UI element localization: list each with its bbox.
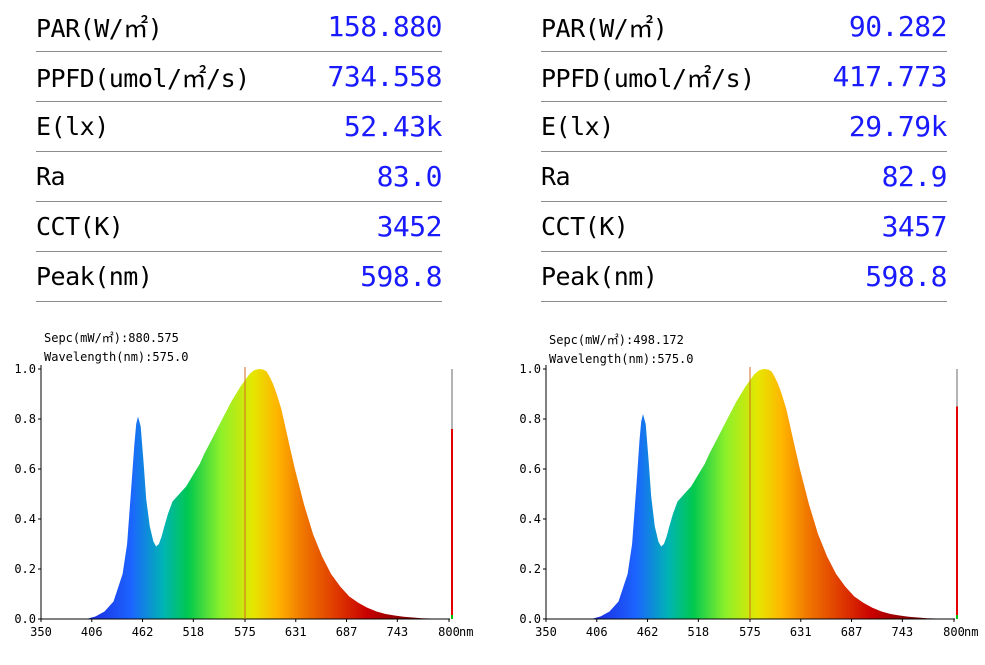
metric-label: E(lx) bbox=[36, 101, 301, 152]
metric-row-ppfd: PPFD(umol/㎡/s) 417.773 bbox=[541, 51, 947, 102]
x-tick-label: 518 bbox=[182, 625, 204, 639]
metric-label: CCT(K) bbox=[36, 201, 301, 252]
x-axis-unit-label: nm bbox=[459, 625, 473, 639]
metric-label: Ra bbox=[541, 151, 806, 202]
x-tick-label: 518 bbox=[687, 625, 709, 639]
metric-value: 734.558 bbox=[300, 51, 442, 102]
y-tick-label: 0.6 bbox=[519, 462, 541, 476]
metric-value: 83.0 bbox=[300, 151, 442, 202]
y-tick-label: 0.2 bbox=[519, 562, 541, 576]
metric-row-illuminance: E(lx) 29.79k bbox=[541, 101, 947, 152]
x-tick-label: 800 bbox=[943, 625, 965, 639]
metric-value: 598.8 bbox=[805, 251, 947, 302]
metric-row-ra: Ra 83.0 bbox=[36, 151, 442, 202]
metrics-table: PAR(W/㎡) 158.880 PPFD(umol/㎡/s) 734.558 … bbox=[36, 2, 442, 302]
spectrum-chart[interactable]: Sepc(mW/㎡):498.172 Wavelength(nm):575.0 … bbox=[505, 325, 978, 645]
spec-readout: Sepc(mW/㎡):498.172 bbox=[549, 333, 684, 347]
y-tick-label: 0.0 bbox=[14, 612, 36, 626]
metric-row-ra: Ra 82.9 bbox=[541, 151, 947, 202]
y-tick-label: 0.0 bbox=[519, 612, 541, 626]
metric-row-cct: CCT(K) 3457 bbox=[541, 201, 947, 252]
x-tick-label: 687 bbox=[841, 625, 863, 639]
metric-label: Ra bbox=[36, 151, 301, 202]
spectrum-plot: 0.0 0.2 0.4 0.6 0.8 1.0 350 406 462 518 575 631 687 7… bbox=[519, 362, 978, 639]
y-tick-label: 0.8 bbox=[14, 412, 36, 426]
metric-row-par: PAR(W/㎡) 158.880 bbox=[36, 2, 442, 52]
spec-readout: Sepc(mW/㎡):880.575 bbox=[44, 331, 179, 345]
metric-row-illuminance: E(lx) 52.43k bbox=[36, 101, 442, 152]
metric-row-ppfd: PPFD(umol/㎡/s) 734.558 bbox=[36, 51, 442, 102]
x-tick-label: 631 bbox=[790, 625, 812, 639]
x-tick-label: 462 bbox=[637, 625, 659, 639]
x-tick-label: 743 bbox=[891, 625, 913, 639]
wavelength-readout: Wavelength(nm):575.0 bbox=[549, 352, 694, 366]
x-tick-label: 631 bbox=[285, 625, 307, 639]
x-axis-unit-label: nm bbox=[964, 625, 978, 639]
spectrum-chart[interactable]: Sepc(mW/㎡):880.575 Wavelength(nm):575.0 … bbox=[0, 325, 473, 645]
y-tick-label: 0.8 bbox=[519, 412, 541, 426]
x-tick-label: 462 bbox=[132, 625, 154, 639]
metric-value: 52.43k bbox=[300, 101, 442, 152]
metric-row-cct: CCT(K) 3452 bbox=[36, 201, 442, 252]
y-tick-label: 0.2 bbox=[14, 562, 36, 576]
metric-label: PAR(W/㎡) bbox=[36, 2, 301, 52]
metric-label: PAR(W/㎡) bbox=[541, 2, 806, 52]
x-tick-label: 575 bbox=[234, 625, 256, 639]
metric-label: CCT(K) bbox=[541, 201, 806, 252]
y-tick-label: 1.0 bbox=[14, 362, 36, 376]
metric-row-par: PAR(W/㎡) 90.282 bbox=[541, 2, 947, 52]
x-tick-label: 743 bbox=[386, 625, 408, 639]
x-tick-label: 687 bbox=[336, 625, 358, 639]
x-tick-label: 575 bbox=[739, 625, 761, 639]
right-panel: PAR(W/㎡) 90.282 PPFD(umol/㎡/s) 417.773 E… bbox=[505, 0, 978, 665]
y-tick-label: 0.4 bbox=[519, 512, 541, 526]
x-tick-label: 350 bbox=[535, 625, 557, 639]
x-tick-label: 800 bbox=[438, 625, 460, 639]
metric-value: 158.880 bbox=[300, 2, 442, 52]
metric-value: 3452 bbox=[300, 201, 442, 252]
metric-value: 598.8 bbox=[300, 251, 442, 302]
y-tick-label: 0.4 bbox=[14, 512, 36, 526]
metric-label: PPFD(umol/㎡/s) bbox=[36, 51, 301, 102]
x-tick-label: 406 bbox=[81, 625, 103, 639]
spectrum-plot: 0.0 0.2 0.4 0.6 0.8 1.0 350 406 462 518 575 631 687 7… bbox=[14, 362, 473, 639]
metric-value: 29.79k bbox=[805, 101, 947, 152]
metric-value: 3457 bbox=[805, 201, 947, 252]
metric-label: Peak(nm) bbox=[36, 251, 301, 302]
metric-value: 82.9 bbox=[805, 151, 947, 202]
metric-value: 90.282 bbox=[805, 2, 947, 52]
metrics-table: PAR(W/㎡) 90.282 PPFD(umol/㎡/s) 417.773 E… bbox=[541, 2, 947, 302]
metric-value: 417.773 bbox=[805, 51, 947, 102]
x-tick-label: 406 bbox=[586, 625, 608, 639]
y-tick-label: 1.0 bbox=[519, 362, 541, 376]
x-tick-label: 350 bbox=[30, 625, 52, 639]
metric-label: Peak(nm) bbox=[541, 251, 806, 302]
wavelength-readout: Wavelength(nm):575.0 bbox=[44, 350, 189, 364]
metric-label: E(lx) bbox=[541, 101, 806, 152]
metric-label: PPFD(umol/㎡/s) bbox=[541, 51, 806, 102]
metric-row-peak: Peak(nm) 598.8 bbox=[541, 251, 947, 302]
y-tick-label: 0.6 bbox=[14, 462, 36, 476]
metric-row-peak: Peak(nm) 598.8 bbox=[36, 251, 442, 302]
left-panel: PAR(W/㎡) 158.880 PPFD(umol/㎡/s) 734.558 … bbox=[0, 0, 473, 665]
